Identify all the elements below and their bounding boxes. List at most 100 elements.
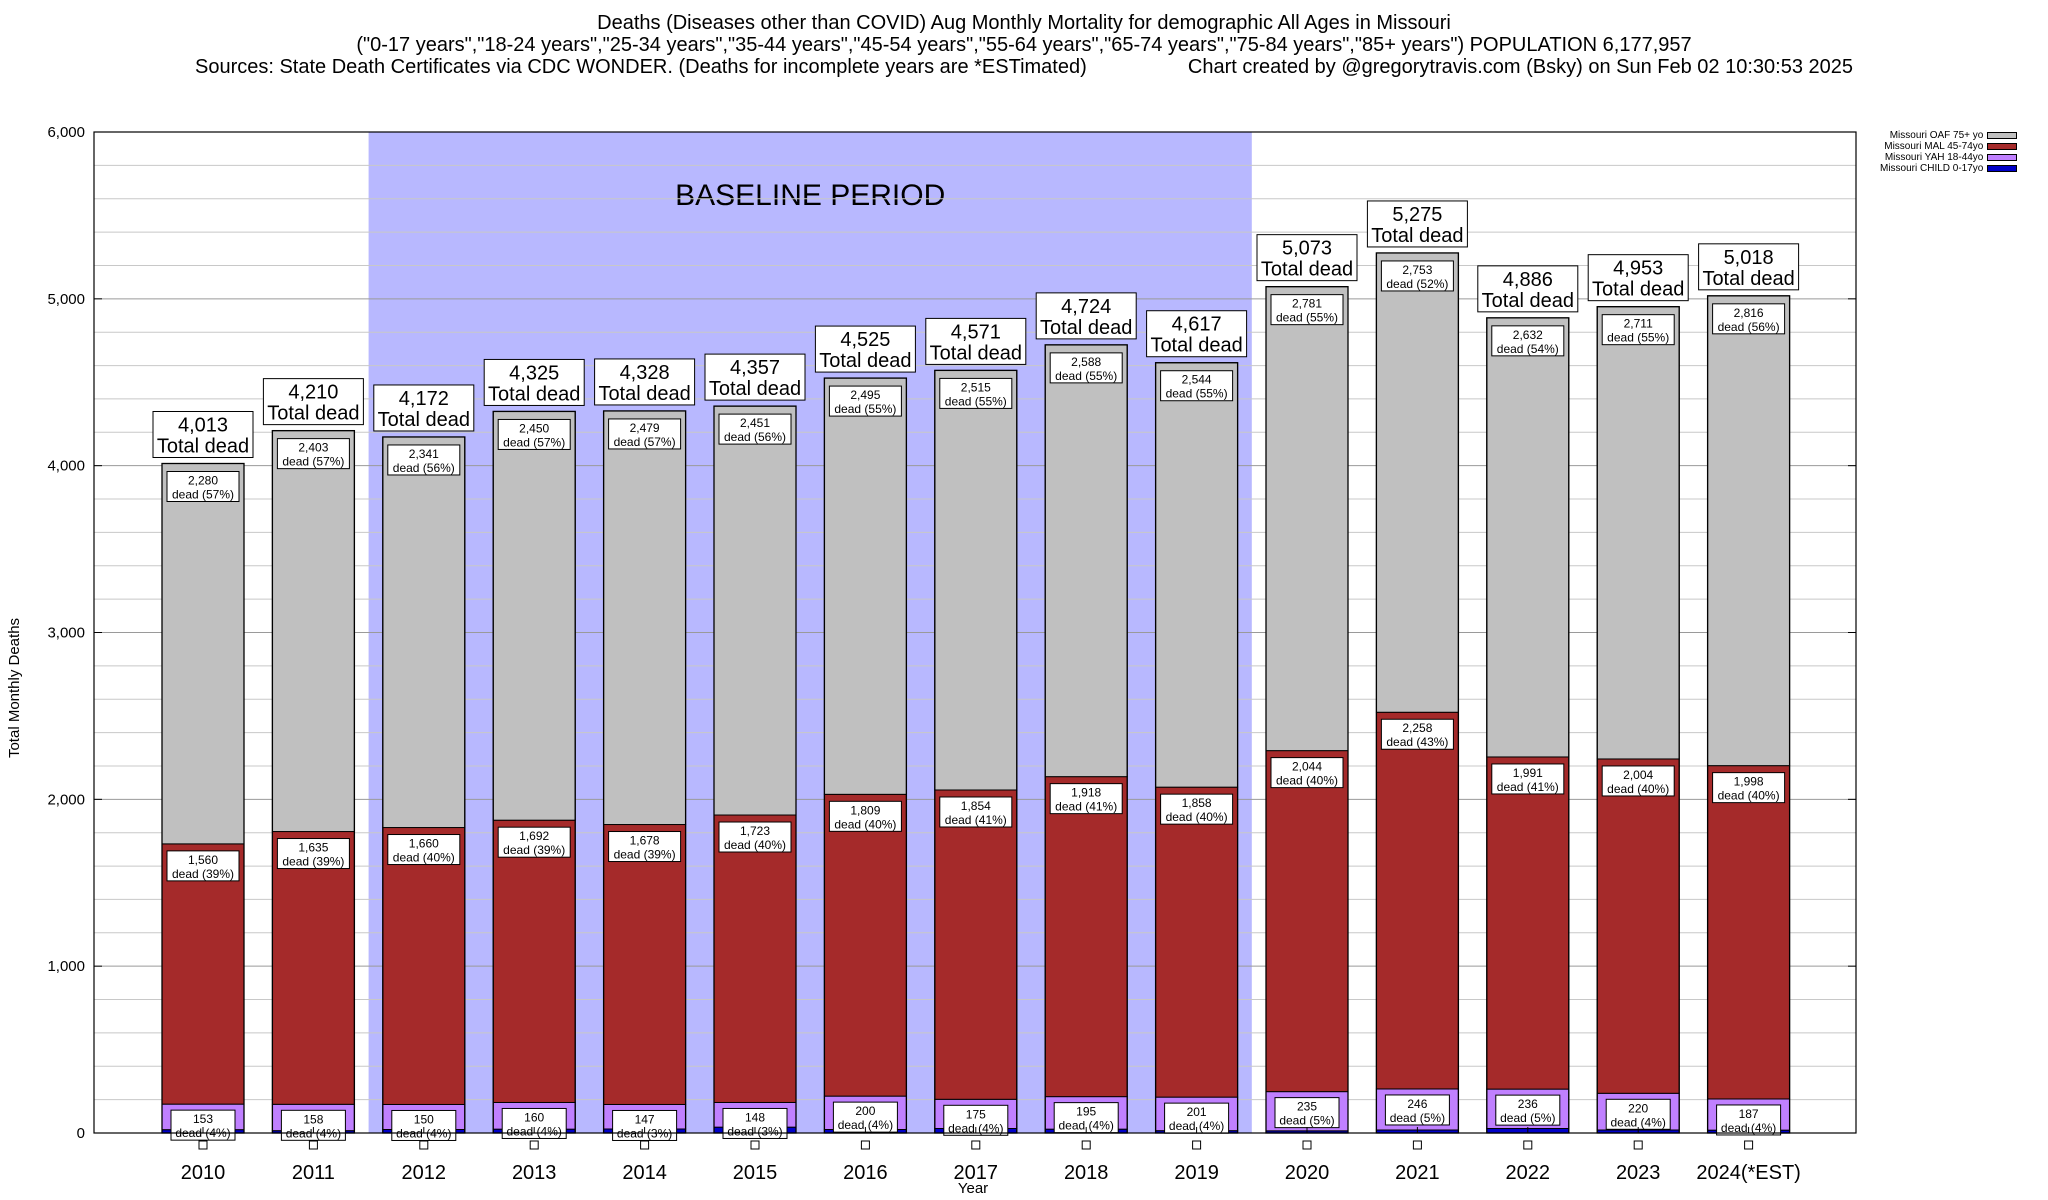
segment-label-box xyxy=(939,796,1013,828)
bar-segment xyxy=(161,462,245,845)
segment-value-label: 2,753 xyxy=(1402,263,1432,277)
segment-value-label: 235 xyxy=(1297,1100,1317,1114)
x-tick-label: 2010 xyxy=(181,1162,226,1184)
x-tick-label: 2022 xyxy=(1506,1162,1551,1184)
bar-segment xyxy=(382,827,466,1105)
segment-value-label: 160 xyxy=(524,1110,544,1124)
bar-segment xyxy=(1596,758,1680,1094)
title-credit: Chart created by @gregorytravis.com (Bsk… xyxy=(1187,56,1853,78)
x-tick-label: 2017 xyxy=(954,1162,999,1184)
x-tick-label: 2013 xyxy=(512,1162,557,1184)
bar-segment xyxy=(271,831,355,1105)
total-value-label: 4,617 xyxy=(1172,314,1222,336)
segment-pct-label: dead (41%) xyxy=(1055,800,1117,814)
segment-label-box xyxy=(718,413,792,445)
total-value-label: 5,073 xyxy=(1282,238,1332,260)
bar-segment xyxy=(1486,317,1570,758)
legend-label: Missouri MAL 45-74yo xyxy=(1884,141,1984,152)
title-line-3: Sources: State Death Certificates via CD… xyxy=(0,56,2048,78)
child-marker xyxy=(529,1140,539,1150)
total-label-box xyxy=(262,378,364,426)
total-label-box xyxy=(152,410,254,458)
segment-pct-label: dead (5%) xyxy=(1500,1111,1555,1125)
bar-segment xyxy=(1707,295,1791,767)
segment-label-box xyxy=(1384,1094,1450,1126)
child-marker xyxy=(198,1140,208,1150)
y-tick-label: 4,000 xyxy=(47,458,85,475)
segment-value-label: 150 xyxy=(414,1112,434,1126)
segment-label-box xyxy=(276,838,350,870)
child-marker xyxy=(1302,1140,1312,1150)
segment-pct-label: dead (52%) xyxy=(1386,277,1448,291)
bar-segment xyxy=(1707,765,1791,1100)
child-marker xyxy=(860,1140,870,1150)
segment-value-label: 200 xyxy=(855,1104,875,1118)
bar-segment xyxy=(1265,286,1349,752)
segment-label-box xyxy=(608,418,682,450)
total-value-label: 4,886 xyxy=(1503,269,1553,291)
segment-label-box xyxy=(276,438,350,470)
segment-pct-label: dead (5%) xyxy=(1279,1114,1334,1128)
bar-segment xyxy=(934,789,1018,1100)
total-value-label: 5,275 xyxy=(1392,204,1442,226)
segment-value-label: 153 xyxy=(193,1112,213,1126)
segment-pct-label: dead (4%) xyxy=(1611,1115,1666,1129)
child-marker xyxy=(308,1140,318,1150)
segment-label-box xyxy=(828,385,902,417)
segment-value-label: 1,854 xyxy=(961,799,991,813)
segment-label-box xyxy=(718,821,792,853)
segment-value-label: 2,711 xyxy=(1624,317,1653,331)
x-tick-label: 2021 xyxy=(1395,1162,1440,1184)
segment-pct-label: dead (40%) xyxy=(1607,782,1669,796)
segment-value-label: 201 xyxy=(1187,1105,1207,1119)
segment-value-label: 2,403 xyxy=(298,441,328,455)
segment-label-box xyxy=(1491,325,1565,357)
segment-value-label: 2,044 xyxy=(1292,760,1322,774)
total-suffix-label: Total dead xyxy=(267,403,359,425)
total-suffix-label: Total dead xyxy=(378,409,470,431)
bar-segment xyxy=(1375,711,1459,1090)
segment-pct-label: dead (4%) xyxy=(1059,1119,1114,1133)
segment-value-label: 2,781 xyxy=(1292,297,1322,311)
total-value-label: 4,724 xyxy=(1061,296,1111,318)
x-tick-label: 2019 xyxy=(1174,1162,1219,1184)
segment-pct-label: dead (41%) xyxy=(1497,780,1559,794)
total-value-label: 4,571 xyxy=(951,321,1001,343)
bar-segment xyxy=(823,793,907,1097)
segment-label-box xyxy=(1049,352,1123,384)
legend-item: Missouri OAF 75+ yo xyxy=(1880,130,2018,141)
segment-value-label: 1,660 xyxy=(409,837,439,851)
x-tick-label: 2020 xyxy=(1285,1162,1330,1184)
legend-item: Missouri CHILD 0-17yo xyxy=(1880,163,2018,174)
x-tick-label: 2014 xyxy=(622,1162,667,1184)
legend-item: Missouri YAH 18-44yo xyxy=(1880,152,2018,163)
segment-pct-label: dead (55%) xyxy=(1276,311,1338,325)
segment-value-label: 1,809 xyxy=(850,803,880,817)
segment-label-box xyxy=(1601,314,1675,346)
segment-value-label: 1,560 xyxy=(188,853,218,867)
legend-label: Missouri CHILD 0-17yo xyxy=(1880,163,1984,174)
segment-pct-label: dead (4%) xyxy=(838,1118,893,1132)
segment-label-box xyxy=(1380,260,1454,292)
x-tick-label: 2023 xyxy=(1616,1162,1661,1184)
x-tick-label: 2016 xyxy=(843,1162,888,1184)
segment-value-label: 246 xyxy=(1407,1097,1427,1111)
total-suffix-label: Total dead xyxy=(709,378,801,400)
segment-label-box xyxy=(166,850,240,882)
total-value-label: 4,357 xyxy=(730,357,780,379)
segment-pct-label: dead (57%) xyxy=(282,455,344,469)
total-value-label: 4,953 xyxy=(1613,258,1663,280)
bar-segment xyxy=(1596,306,1680,760)
segment-value-label: 2,258 xyxy=(1402,721,1432,735)
segment-pct-label: dead (57%) xyxy=(172,487,234,501)
segment-value-label: 220 xyxy=(1628,1101,1648,1115)
y-tick-label: 5,000 xyxy=(47,291,85,308)
segment-label-box xyxy=(1270,294,1344,326)
segment-value-label: 2,588 xyxy=(1071,355,1101,369)
total-value-label: 4,013 xyxy=(178,414,228,436)
child-marker xyxy=(419,1140,429,1150)
total-suffix-label: Total dead xyxy=(1150,335,1242,357)
segment-pct-label: dead (4%) xyxy=(1169,1119,1224,1133)
total-suffix-label: Total dead xyxy=(1592,279,1684,301)
